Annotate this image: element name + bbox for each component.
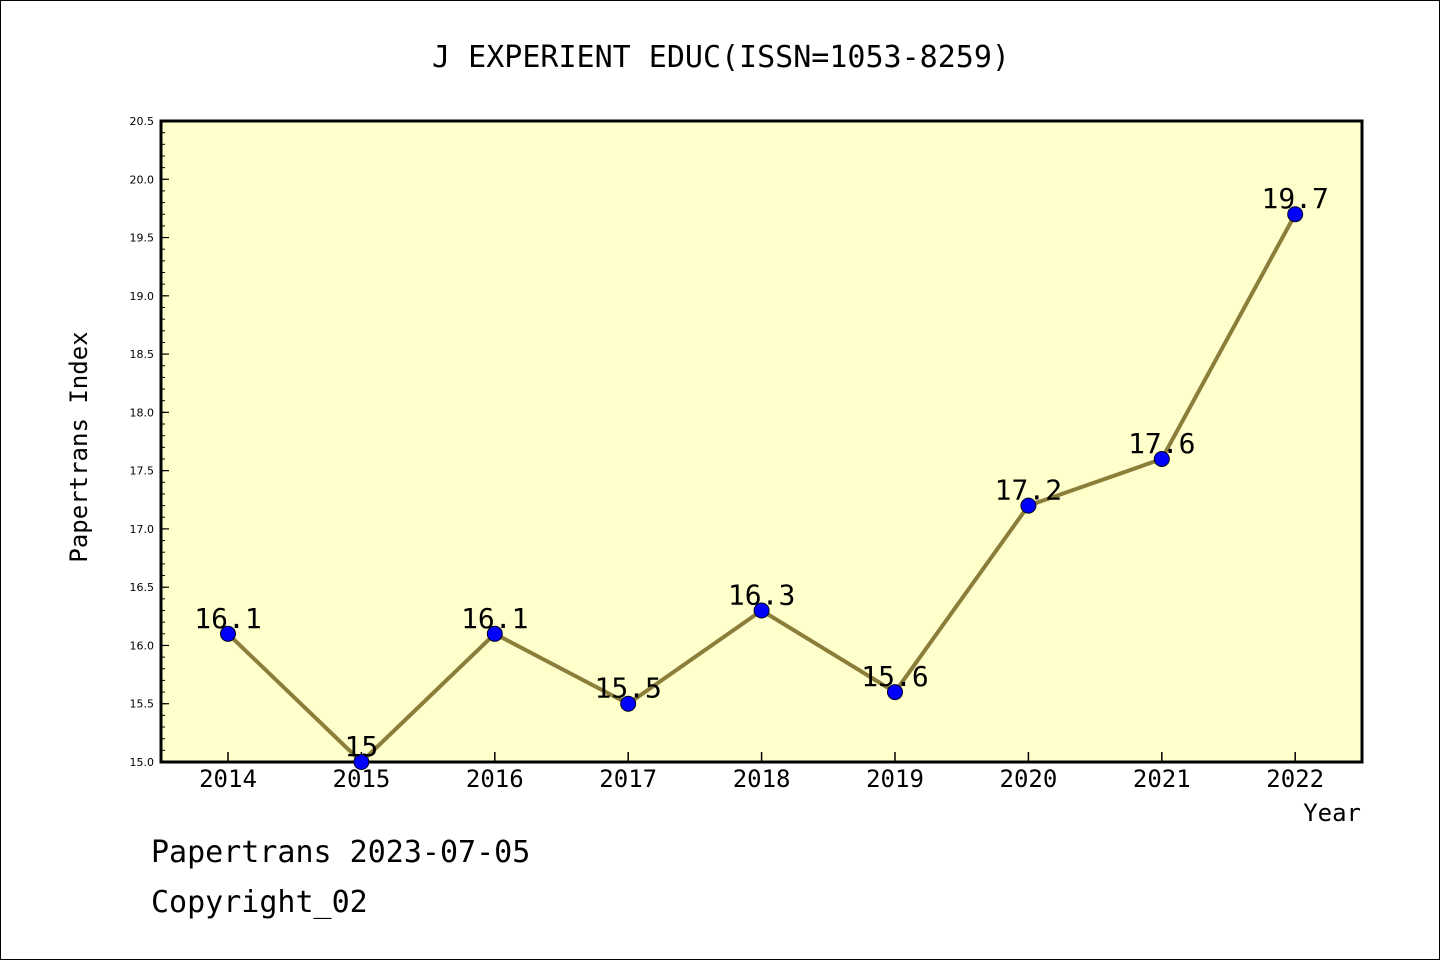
- x-tick-label: 2019: [866, 765, 924, 793]
- data-label: 15: [345, 730, 379, 763]
- y-tick-label: 15.0: [130, 756, 155, 769]
- x-tick-label: 2017: [599, 765, 657, 793]
- chart-title: J EXPERIENT EDUC(ISSN=1053-8259): [432, 40, 1010, 75]
- x-axis-ticks: 2014 2015 2016 2017 2018 2019 2020 2021 2022: [199, 752, 1324, 793]
- y-tick-label: 19.0: [130, 290, 155, 303]
- x-tick-label: 2016: [466, 765, 524, 793]
- data-label: 16.3: [728, 578, 795, 611]
- x-axis-label: Year: [1303, 799, 1361, 827]
- y-tick-label: 19.5: [130, 232, 155, 245]
- y-tick-label: 20.0: [130, 173, 155, 186]
- footer-date: Papertrans 2023-07-05: [151, 835, 531, 870]
- data-point: [887, 684, 903, 701]
- y-tick-label: 18.5: [130, 348, 155, 361]
- data-label: 15.5: [594, 672, 661, 705]
- data-point: [1153, 450, 1170, 467]
- y-tick-label: 16.0: [130, 639, 155, 652]
- data-label: 16.1: [461, 602, 528, 635]
- data-label: 17.6: [1128, 427, 1195, 460]
- series-group: 16.1 15 16.1 15.5 16.3 15.6 17.2 17.6 19.7: [194, 182, 1329, 770]
- data-point: [1020, 497, 1037, 514]
- x-tick-label: 2018: [733, 765, 791, 793]
- y-tick-label: 17.0: [130, 523, 155, 536]
- data-point: [353, 754, 370, 770]
- x-tick-label: 2020: [1000, 765, 1058, 793]
- y-tick-label: 15.5: [130, 698, 155, 711]
- y-axis-ticks: 15.0 15.5 16.0 16.5 17.0 17.5 18.0 18.5 19.0 19.5…: [130, 115, 169, 769]
- data-point: [486, 625, 503, 642]
- footer-copyright: Copyright_02: [151, 885, 368, 920]
- y-tick-label: 16.5: [130, 581, 155, 594]
- data-label: 15.6: [861, 660, 928, 693]
- plot-area: [159, 119, 1364, 764]
- data-point: [1287, 206, 1304, 223]
- x-tick-label: 2022: [1266, 765, 1324, 793]
- y-tick-label: 18.0: [130, 406, 155, 419]
- y-tick-label: 20.5: [130, 115, 155, 128]
- y-tick-label: 17.5: [130, 465, 155, 478]
- data-point: [620, 695, 637, 712]
- x-tick-label: 2021: [1133, 765, 1191, 793]
- data-point: [220, 625, 236, 642]
- data-label: 17.2: [995, 474, 1062, 507]
- data-label: 16.1: [194, 602, 261, 635]
- y-axis-label: Papertrans Index: [65, 331, 93, 562]
- x-tick-label: 2014: [199, 765, 257, 793]
- data-point: [753, 602, 770, 619]
- data-label: 19.7: [1261, 182, 1328, 215]
